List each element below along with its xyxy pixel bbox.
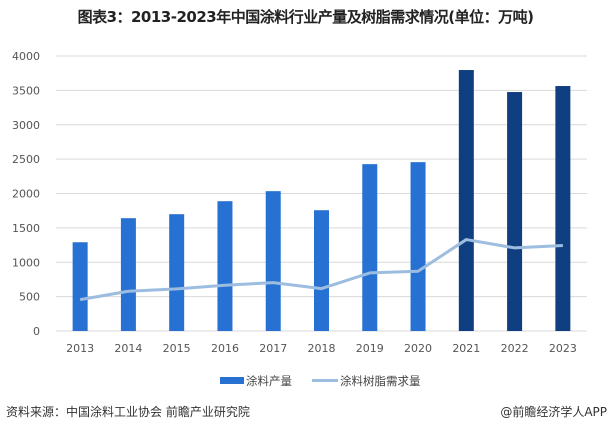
x-tick-label: 2016: [211, 342, 239, 355]
legend-swatch-bar: [220, 377, 244, 384]
bar-2022: [507, 92, 523, 332]
bar-2014: [120, 218, 136, 331]
x-tick-label: 2018: [308, 342, 336, 355]
x-tick-label: 2017: [259, 342, 287, 355]
bar-2016: [217, 201, 233, 331]
y-tick-label: 1500: [12, 222, 40, 235]
y-tick-label: 2000: [12, 188, 40, 201]
x-tick-label: 2021: [452, 342, 480, 355]
source-note: 资料来源：中国涂料工业协会 前瞻产业研究院: [6, 405, 250, 419]
x-tick-label: 2019: [356, 342, 384, 355]
chart-title: 图表3：2013-2023年中国涂料行业产量及树脂需求情况(单位：万吨): [77, 8, 534, 26]
bar-2018: [314, 210, 329, 331]
y-tick-label: 1000: [12, 256, 40, 269]
bar-2019: [362, 164, 378, 331]
x-tick-label: 2013: [66, 342, 94, 355]
bar-2015: [169, 214, 185, 331]
y-tick-label: 4000: [12, 50, 40, 63]
legend-label-line: 涂料树脂需求量: [340, 374, 421, 388]
y-tick-label: 0: [33, 325, 40, 338]
bar-2023: [555, 86, 571, 331]
y-tick-label: 3000: [12, 119, 40, 132]
x-tick-label: 2022: [501, 342, 529, 355]
y-tick-label: 2500: [12, 153, 40, 166]
x-tick-label: 2015: [163, 342, 191, 355]
credit: @前瞻经济学人APP: [500, 405, 607, 419]
bar-2021: [458, 70, 474, 332]
legend-label-bar: 涂料产量: [246, 374, 292, 388]
x-tick-label: 2014: [114, 342, 142, 355]
bar-2013: [72, 242, 88, 331]
x-tick-label: 2020: [404, 342, 432, 355]
y-tick-label: 3500: [12, 84, 40, 97]
bar-2017: [265, 191, 281, 331]
y-tick-label: 500: [19, 291, 40, 304]
x-tick-label: 2023: [549, 342, 577, 355]
bar-2020: [410, 162, 426, 331]
